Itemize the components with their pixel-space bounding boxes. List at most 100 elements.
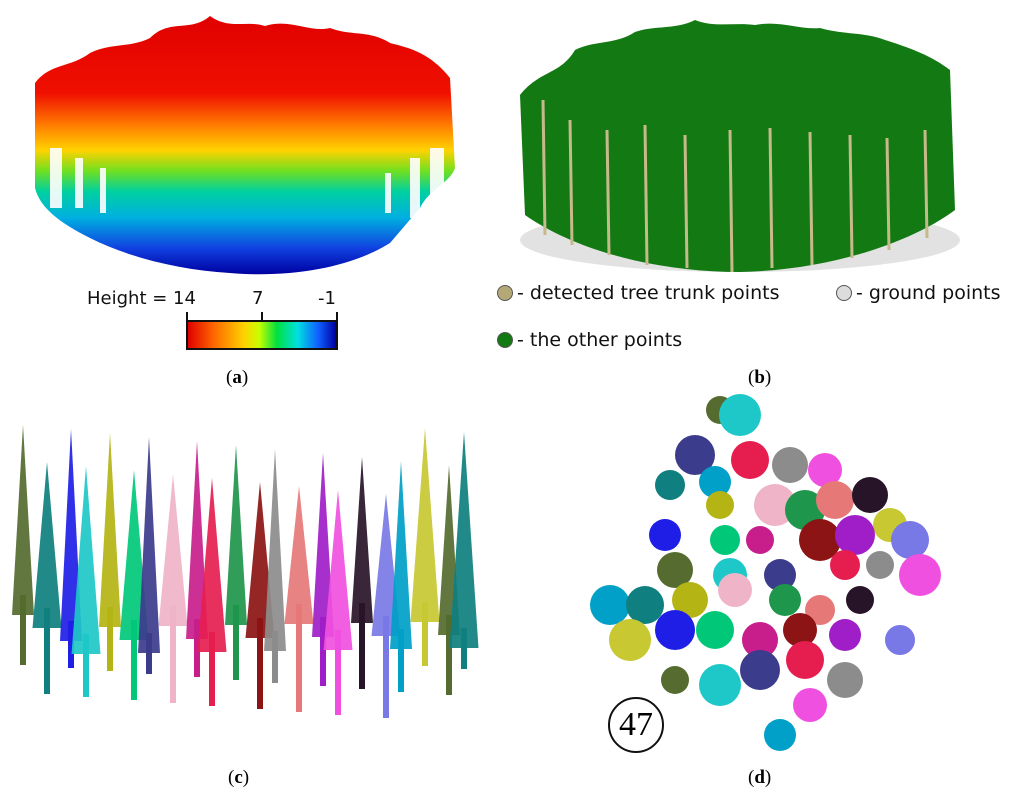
tree-trunk <box>209 632 215 706</box>
tree-crown-top <box>719 394 761 436</box>
tree-trunk <box>194 619 200 677</box>
tree-trunk <box>320 617 326 686</box>
colorbar-mid-label: 7 <box>252 288 264 309</box>
tree-crown <box>12 425 34 615</box>
tree-crown <box>225 445 247 625</box>
tree-crown <box>99 433 121 627</box>
tree-trunk <box>461 628 467 669</box>
tree-crown-top <box>649 519 681 551</box>
tree-crown-top <box>764 559 796 591</box>
tree-crown-top <box>793 688 827 722</box>
caption-d: (d) <box>748 767 772 788</box>
tree-crown <box>312 453 334 637</box>
tree-trunk <box>383 616 389 718</box>
tree-crown <box>60 429 82 641</box>
tree-trunk <box>257 618 263 709</box>
caption-a-letter: a <box>232 367 242 388</box>
tree-crown-top <box>710 525 740 555</box>
tree-crown-top <box>696 611 734 649</box>
tree-crown-top <box>805 595 835 625</box>
panel-d-crown-top-view <box>580 390 960 760</box>
tree-crown-top <box>891 521 929 559</box>
legend-label-trunk: - detected tree trunk points <box>517 282 780 304</box>
caption-b-letter: b <box>754 367 765 388</box>
tree-trunk <box>68 621 74 668</box>
tree-crown <box>186 441 208 639</box>
tree-crown-top <box>885 625 915 655</box>
tree-trunk <box>146 633 152 674</box>
tree-crown-top <box>718 573 752 607</box>
tree-crown-top <box>783 613 817 647</box>
tree-crown-top <box>609 619 651 661</box>
tree-crown-top <box>786 641 824 679</box>
height-colored-point-cloud <box>35 16 455 275</box>
tree-crown-top <box>655 610 695 650</box>
tree-crown-top <box>746 526 774 554</box>
tree-trunk <box>359 603 365 689</box>
tree-trunk <box>170 606 176 703</box>
panel-c-segmented-trees <box>8 415 483 725</box>
tree-crown-top <box>769 584 801 616</box>
tree-trunk <box>44 608 50 694</box>
tree-crown <box>390 461 412 649</box>
tree-crown <box>158 474 188 626</box>
colorbar-tick-right <box>336 312 338 322</box>
trunk-detection-point-cloud <box>520 20 960 273</box>
legend-swatch-trunk <box>497 285 513 301</box>
tree-trunk <box>20 595 26 665</box>
tree-crown-top <box>808 453 842 487</box>
legend-swatch-other <box>497 332 513 348</box>
tree-crown-top <box>675 435 715 475</box>
colorbar-tick-left <box>186 312 188 322</box>
detected-trunks <box>541 99 929 273</box>
tree-crown <box>197 478 227 652</box>
tree-crown <box>410 428 440 622</box>
tree-crown-top <box>866 551 894 579</box>
legend-label-other: - the other points <box>517 329 683 351</box>
tree-crown-top <box>742 622 778 658</box>
tree-crown-top <box>799 519 841 561</box>
tree-crown <box>138 437 160 653</box>
tree-crown-top <box>846 586 874 614</box>
tree-crown <box>32 462 62 628</box>
panel-a-height-cloud <box>30 8 460 283</box>
tree-crown <box>449 432 479 648</box>
tree-crown-top <box>816 481 854 519</box>
tree-crown-top <box>731 441 769 479</box>
tree-crown-top <box>590 585 630 625</box>
colorbar-min-label: -1 <box>318 288 336 309</box>
tree-crown-top <box>829 619 861 651</box>
tree-crown-top <box>657 552 693 588</box>
tree-trunk <box>131 620 137 700</box>
tree-crown-top <box>899 554 941 596</box>
segmented-crowns-top-view <box>590 394 941 751</box>
tree-crown-top <box>772 447 808 483</box>
tree-crown-top <box>626 586 664 624</box>
tree-crown <box>351 457 373 623</box>
height-colorbar <box>186 320 338 350</box>
tree-crown-top <box>655 470 685 500</box>
tree-crown-top <box>699 466 731 498</box>
tree-crown-top <box>672 582 708 618</box>
segmented-trees-side-view <box>12 425 479 718</box>
tree-crown-top <box>754 484 796 526</box>
tree-count-badge: 47 <box>608 697 664 753</box>
colorbar-max-label: Height = 14 <box>87 288 196 309</box>
legend-swatch-ground <box>836 285 852 301</box>
caption-c: (c) <box>228 767 250 788</box>
tree-crown-top <box>852 477 888 513</box>
tree-crown <box>264 449 286 651</box>
legend-label-ground: - ground points <box>856 282 1001 304</box>
tree-trunk <box>296 604 302 712</box>
tree-trunk <box>335 630 341 715</box>
tree-crown-top <box>706 491 734 519</box>
tree-crown <box>284 486 314 624</box>
colorbar-tick-mid <box>261 312 263 322</box>
tree-trunk <box>422 602 428 666</box>
tree-crown-top <box>835 515 875 555</box>
tree-crown-top <box>699 664 741 706</box>
tree-trunk <box>398 629 404 692</box>
tree-crown-top <box>661 666 689 694</box>
caption-c-letter: c <box>234 767 243 788</box>
tree-trunk <box>107 607 113 671</box>
